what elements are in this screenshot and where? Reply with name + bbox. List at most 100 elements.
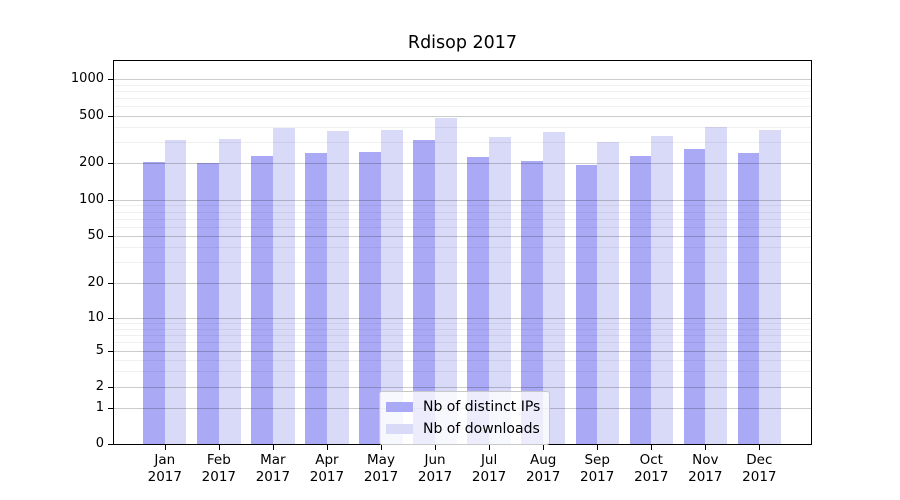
y-axis-tick-label: 0 [95,436,104,451]
y-axis-tick-label: 200 [79,155,104,170]
gridline-minor [114,247,811,248]
gridline-major [114,318,811,319]
y-axis-tick-label: 2 [95,379,104,394]
bar-distinct-ips-oct [629,155,652,444]
bar-distinct-ips-aug [521,161,544,444]
y-axis-tick-label: 500 [79,108,104,123]
gridline-minor [114,219,811,220]
bar-downloads-aug [543,132,565,444]
y-axis-tick [108,79,114,80]
gridline-major [114,236,811,237]
x-tick-year: 2017 [688,469,723,485]
x-tick-month: Aug [529,452,557,468]
x-tick-month: Dec [746,452,773,468]
gridline-minor [114,360,811,361]
y-axis-tick-label: 50 [87,228,104,243]
bar-distinct-ips-may [359,151,381,444]
y-axis-tick [108,318,114,319]
x-tick-year: 2017 [363,469,399,485]
x-axis-tick [326,445,328,450]
x-axis-tick-label: Jan 2017 [133,452,197,486]
bar-downloads-nov [705,126,727,444]
legend-label-distinct-ips: Nb of distinct IPs [423,398,541,415]
y-axis-tick-label: 10 [87,310,104,325]
bar-distinct-ips-apr [305,152,327,444]
gridline-minor [114,323,811,324]
gridline-major [114,351,811,352]
bar-downloads-sep [597,142,619,444]
legend-item-downloads: Nb of downloads [386,419,540,438]
bar-distinct-ips-mar [251,155,273,444]
x-axis-tick [164,445,166,450]
bar-downloads-feb [218,138,241,444]
bar-distinct-ips-jan [143,161,165,444]
x-tick-month: May [367,452,395,468]
gridline-minor [114,127,811,128]
x-axis-tick [597,445,599,450]
bar-distinct-ips-jun [413,139,436,444]
bar-downloads-jul [489,137,511,444]
x-axis-tick-label: Oct 2017 [619,452,683,486]
x-axis-tick [759,445,761,450]
x-axis-tick-label: Sep 2017 [565,452,629,486]
y-axis-tick-label: 1000 [70,71,104,86]
legend-swatch-distinct-ips [386,401,413,412]
x-tick-year: 2017 [525,469,561,485]
x-tick-year: 2017 [147,469,182,485]
x-axis-tick [651,445,653,450]
legend: Nb of distinct IPs Nb of downloads [379,391,551,445]
gridline-minor [114,262,811,263]
bar-downloads-jun [435,118,457,444]
x-axis-tick-label: Apr 2017 [295,452,359,486]
x-axis-tick [272,445,274,450]
gridline-minor [114,142,811,143]
x-axis-tick [705,445,707,450]
x-tick-month: Jan [154,452,176,468]
x-axis-tick [218,445,220,450]
x-tick-year: 2017 [634,469,669,485]
x-tick-month: Jul [480,452,498,468]
legend-label-downloads: Nb of downloads [423,420,540,437]
gridline-minor [114,335,811,336]
bar-distinct-ips-feb [197,163,219,444]
y-axis-tick [108,236,114,237]
x-axis-tick-label: Aug 2017 [511,452,575,486]
gridline-major [114,200,811,201]
chart-title: Rdisop 2017 [407,33,518,53]
gridline-minor [114,98,811,99]
x-axis-tick [489,445,491,450]
y-axis-tick [108,200,114,201]
x-tick-year: 2017 [471,469,507,485]
x-tick-year: 2017 [255,469,291,485]
gridline-minor [114,342,811,343]
gridline-major [114,283,811,284]
gridline-minor [114,227,811,228]
y-axis-tick [108,351,114,352]
y-axis-tick [108,408,114,409]
x-tick-year: 2017 [742,469,777,485]
x-tick-month: Jun [424,452,446,468]
y-axis-tick-label: 100 [79,192,104,207]
bar-distinct-ips-sep [575,165,598,444]
legend-swatch-downloads [386,423,413,434]
gridline-major [114,387,811,388]
x-axis-tick-label: Dec 2017 [727,452,791,486]
bar-distinct-ips-jul [467,157,490,444]
x-tick-year: 2017 [309,469,345,485]
y-axis-tick-label: 1 [95,400,104,415]
gridline-minor [114,205,811,206]
x-axis-tick [543,445,545,450]
gridline-major [114,79,811,80]
bar-downloads-oct [651,135,673,444]
x-axis-tick-label: Jul 2017 [457,452,521,486]
y-axis-tick [108,116,114,117]
y-axis-tick [108,444,114,445]
gridline-minor [114,91,811,92]
gridline-minor [114,212,811,213]
legend-item-distinct-ips: Nb of distinct IPs [386,397,540,416]
bar-downloads-may [381,129,403,444]
bar-downloads-jan [164,140,187,444]
x-axis-tick-label: May 2017 [349,452,413,486]
bar-distinct-ips-nov [683,148,706,444]
